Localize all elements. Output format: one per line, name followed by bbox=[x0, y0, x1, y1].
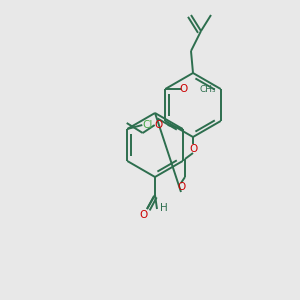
Text: O: O bbox=[189, 144, 197, 154]
Text: O: O bbox=[179, 84, 188, 94]
Text: Cl: Cl bbox=[142, 120, 152, 130]
Text: CH₃: CH₃ bbox=[199, 85, 216, 94]
Text: O: O bbox=[154, 120, 163, 130]
Text: H: H bbox=[160, 203, 168, 213]
Text: O: O bbox=[139, 210, 147, 220]
Text: O: O bbox=[177, 182, 185, 192]
